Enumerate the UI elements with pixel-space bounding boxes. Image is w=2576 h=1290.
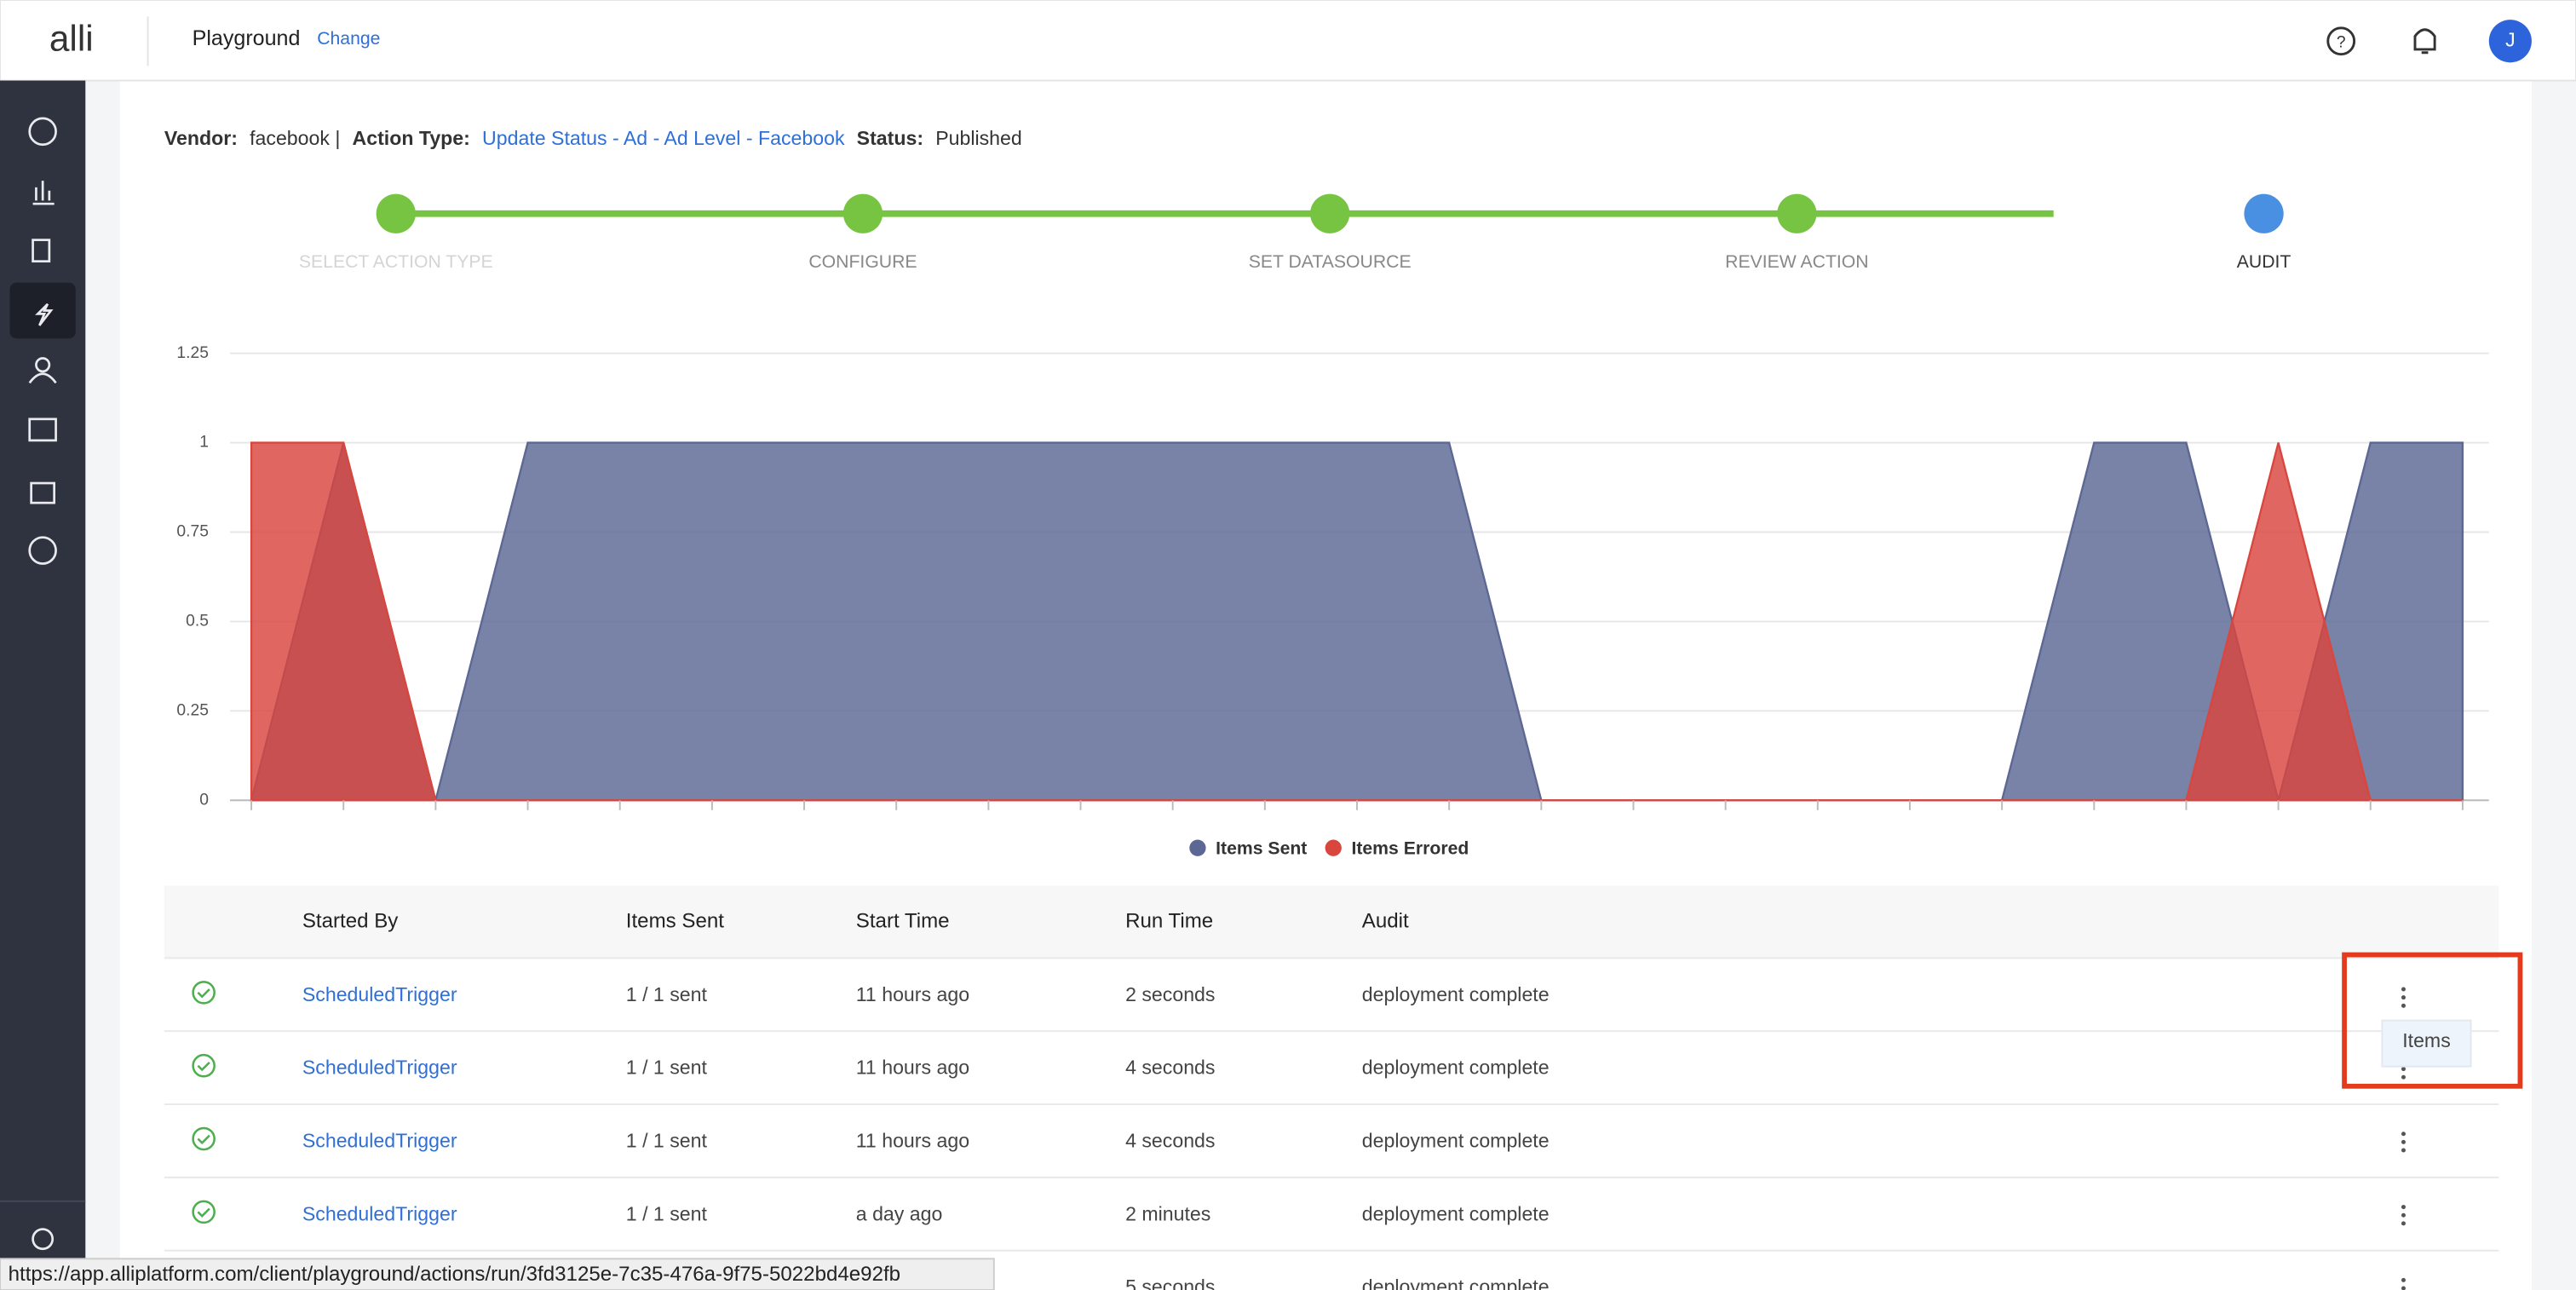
- cell: 11 hours ago: [856, 983, 969, 1005]
- status-check: [197, 988, 210, 999]
- avatar[interactable]: [2488, 20, 2532, 63]
- step-dot: [2244, 193, 2284, 233]
- row-menu-dot[interactable]: [2401, 1148, 2406, 1153]
- row-menu-dot[interactable]: [2401, 995, 2406, 1000]
- row-menu-dot[interactable]: [2401, 1205, 2406, 1210]
- step-label[interactable]: CONFIGURE: [808, 252, 917, 272]
- row-menu-dot[interactable]: [2401, 1212, 2406, 1218]
- cell: 4 seconds: [1125, 1130, 1215, 1152]
- cell: 5 seconds: [1125, 1276, 1215, 1290]
- column-header: Run Time: [1125, 909, 1213, 932]
- status-check: [197, 1061, 210, 1072]
- row-menu-dot[interactable]: [2401, 1132, 2406, 1137]
- cell: 1 / 1 sent: [626, 983, 708, 1005]
- cell: 2 minutes: [1125, 1202, 1210, 1224]
- workspace: Playground: [193, 26, 301, 50]
- sidebar-active: [9, 282, 76, 339]
- row-menu-dot[interactable]: [2401, 1003, 2406, 1008]
- row-menu-dot[interactable]: [2401, 1286, 2406, 1290]
- bell-icon[interactable]: [2413, 28, 2436, 55]
- step-label[interactable]: AUDIT: [2237, 252, 2291, 272]
- y-tick-label: 0.75: [176, 523, 209, 541]
- cell[interactable]: ScheduledTrigger: [302, 1057, 457, 1079]
- step-dot: [376, 193, 416, 233]
- svg-text:?: ?: [2337, 33, 2346, 51]
- label: Action Type:: [353, 127, 470, 149]
- action-type-link[interactable]: Update Status - Ad - Ad Level - Facebook: [482, 127, 845, 149]
- step-dot: [1777, 193, 1817, 233]
- cell: 11 hours ago: [856, 1130, 969, 1152]
- cell: 1 / 1 sent: [626, 1057, 708, 1079]
- menu-item[interactable]: Items: [2402, 1029, 2451, 1051]
- change-link[interactable]: Change: [317, 29, 380, 49]
- status-icon: [192, 1053, 216, 1078]
- row-menu-dot[interactable]: [2401, 1221, 2406, 1226]
- cell: 1 / 1 sent: [626, 1202, 708, 1224]
- row-menu-dot[interactable]: [2401, 1067, 2406, 1072]
- row-menu-dot[interactable]: [2401, 1139, 2406, 1144]
- menu-popup: [2381, 1019, 2472, 1068]
- step-label[interactable]: REVIEW ACTION: [1725, 252, 1868, 272]
- step-label[interactable]: SET DATASOURCE: [1249, 252, 1412, 272]
- step-label[interactable]: SELECT ACTION TYPE: [299, 252, 493, 272]
- y-tick-label: 1.25: [176, 344, 209, 362]
- legend-marker[interactable]: [1325, 839, 1342, 856]
- step-dot: [1310, 193, 1350, 233]
- cell: deployment complete: [1362, 1130, 1550, 1152]
- cell: 2 seconds: [1125, 983, 1215, 1005]
- column-header: Start Time: [856, 909, 950, 932]
- top-bar: [0, 0, 2576, 82]
- status-icon: [192, 981, 216, 1005]
- column-header: Items Sent: [626, 909, 724, 932]
- row-menu-dot[interactable]: [2401, 987, 2406, 992]
- cell: deployment complete: [1362, 983, 1550, 1005]
- cell: 4 seconds: [1125, 1057, 1215, 1079]
- legend-marker[interactable]: [1189, 839, 1206, 856]
- summary-line: Vendor: facebook | Action Type: Update S…: [164, 127, 1022, 149]
- status: Published: [935, 127, 1022, 149]
- label: Vendor:: [164, 127, 238, 149]
- sidebar-icons[interactable]: [28, 117, 57, 1251]
- legend-label[interactable]: Items Sent: [1216, 839, 1307, 859]
- area-series: [250, 441, 2464, 802]
- sidebar: [0, 80, 86, 1290]
- column-header: Audit: [1362, 909, 1409, 932]
- cell: 1 / 1 sent: [626, 1130, 708, 1152]
- status-check: [197, 1134, 210, 1145]
- cell[interactable]: ScheduledTrigger: [302, 1130, 457, 1152]
- cell: 11 hours ago: [856, 1057, 969, 1079]
- row-menu-dot[interactable]: [2401, 1277, 2406, 1282]
- status-check: [197, 1207, 210, 1218]
- status-url: https://app.alliplatform.com/client/play…: [9, 1263, 900, 1286]
- table-header: [164, 885, 2499, 959]
- y-tick-label: 1: [199, 434, 209, 452]
- label: Status:: [857, 127, 923, 149]
- avatar-initial: J: [2505, 28, 2516, 50]
- cell[interactable]: ScheduledTrigger: [302, 1202, 457, 1224]
- legend-label[interactable]: Items Errored: [1351, 839, 1469, 859]
- cell: deployment complete: [1362, 1057, 1550, 1079]
- y-tick-label: 0.5: [186, 613, 209, 631]
- row-menu-dot[interactable]: [2401, 1074, 2406, 1080]
- y-tick-label: 0.25: [176, 701, 209, 719]
- column-header: Started By: [302, 909, 399, 932]
- step-dot: [842, 193, 883, 233]
- cell: deployment complete: [1362, 1202, 1550, 1224]
- highlight-box: [2342, 952, 2523, 1089]
- help-icon[interactable]: ?: [2326, 26, 2356, 56]
- cell: deployment complete: [1362, 1276, 1550, 1290]
- status-icon: [192, 1126, 216, 1151]
- logo[interactable]: alli: [49, 18, 94, 58]
- status-icon: [192, 1200, 216, 1224]
- cell: a day ago: [856, 1202, 943, 1224]
- y-tick-label: 0: [199, 791, 209, 809]
- vendor: facebook |: [250, 127, 340, 149]
- cell[interactable]: ScheduledTrigger: [302, 983, 457, 1005]
